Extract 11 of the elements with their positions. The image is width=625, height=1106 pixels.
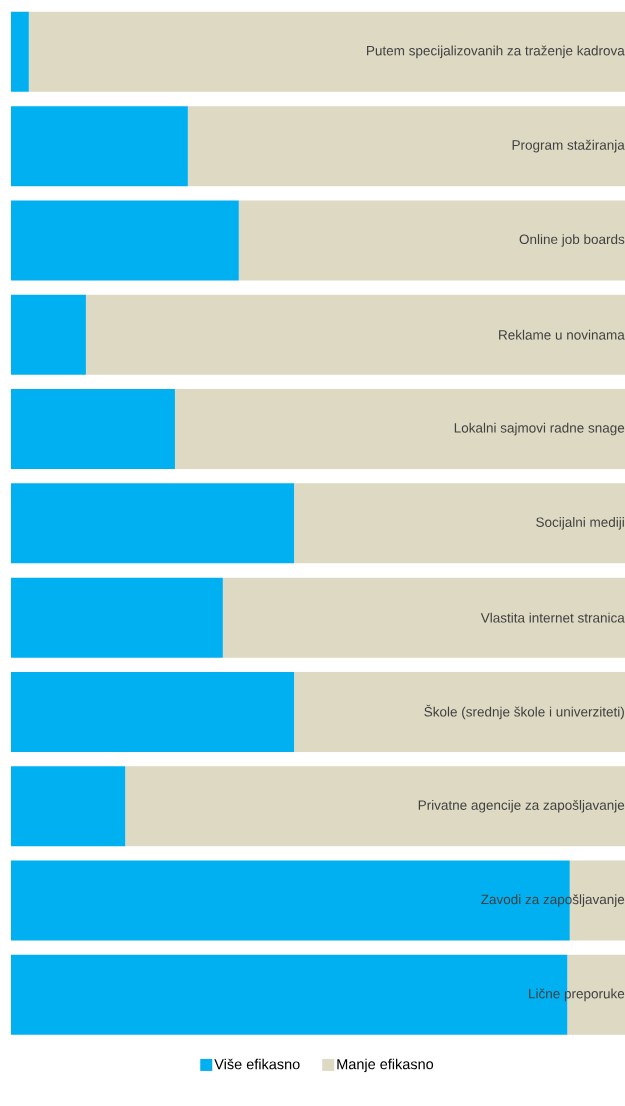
y-tick-label: Vlastita internet stranica — [480, 612, 625, 623]
y-tick-label: Lokalni sajmovi radne snage — [454, 422, 625, 436]
legend-label: Više efikasno — [214, 1058, 300, 1070]
y-tick-label: Online job boards — [519, 234, 625, 247]
legend-label: Manje efikasno — [337, 1058, 434, 1073]
y-tick-label: Putem specijalizovanih za traženje kadrova — [367, 45, 625, 59]
y-tick-label: Reklame u novinama — [499, 329, 625, 340]
y-tick-label: Socijalni mediji — [536, 517, 624, 530]
y-tick-label: Program stažiranja — [512, 139, 625, 153]
y-tick-label: Škole (srednje škole i univerziteti) — [424, 704, 624, 720]
y-tick-label: Privatne agencije za zapošljavanje — [418, 799, 625, 813]
